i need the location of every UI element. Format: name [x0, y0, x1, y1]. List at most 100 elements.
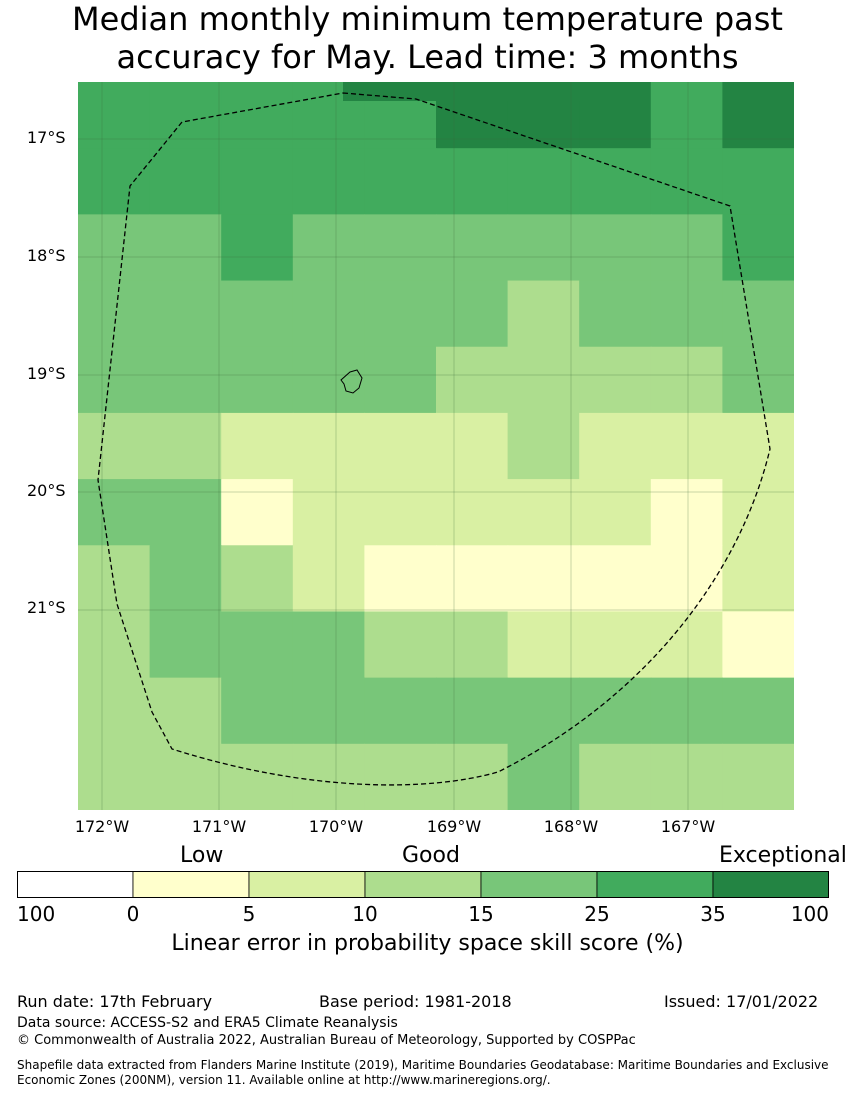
grid-cell: [507, 280, 580, 348]
grid-cell: [650, 611, 723, 679]
grid-cell: [650, 280, 723, 348]
grid-cell: [579, 346, 652, 414]
grid-cell: [221, 82, 294, 149]
lat-label: 17°S: [27, 128, 66, 147]
grid-cell: [722, 346, 794, 414]
colorbar-tick: 100: [17, 902, 56, 926]
grid-cell: [364, 148, 437, 215]
grid-cell: [650, 677, 723, 745]
base-period: Base period: 1981-2018: [319, 992, 512, 1011]
grid-cell: [149, 412, 222, 480]
grid-cell: [149, 346, 222, 414]
grid-cell: [292, 743, 365, 810]
grid-cell: [579, 280, 652, 348]
colorbar-swatch: [712, 871, 829, 898]
grid-cell: [436, 148, 509, 215]
colorbar-tick: 0: [126, 902, 140, 926]
grid-cell: [436, 214, 509, 282]
grid-cell: [507, 479, 580, 546]
colorbar-swatch: [480, 871, 598, 898]
grid-cell: [722, 545, 794, 613]
grid-cell: [364, 214, 437, 282]
grid-cell: [221, 412, 294, 480]
grid-cell: [78, 412, 151, 480]
colorbar-tick: 10: [352, 902, 378, 926]
grid-cell: [722, 677, 794, 745]
grid-cell: [292, 280, 365, 348]
grid-cell: [292, 479, 365, 546]
grid-cell: [579, 677, 652, 745]
grid-cell: [364, 412, 437, 480]
grid-cell: [722, 479, 794, 546]
grid-cell: [292, 412, 365, 480]
grid-cell: [149, 611, 222, 679]
colorbar-tick: 15: [468, 902, 494, 926]
colorbar-swatch: [132, 871, 250, 898]
grid-cell: [507, 412, 580, 480]
grid-cell: [579, 479, 652, 546]
grid-cell: [149, 677, 222, 745]
legend-category-low: Low: [180, 843, 224, 868]
grid-cell: [364, 611, 437, 679]
grid-cell: [650, 743, 723, 810]
grid-cell: [292, 346, 365, 414]
grid-cell: [149, 82, 222, 149]
grid-cell: [436, 545, 509, 613]
grid-cell: [292, 611, 365, 679]
grid-cell: [364, 743, 437, 810]
grid-cell: [507, 611, 580, 679]
grid-cell: [221, 214, 294, 282]
colorbar-swatch: [596, 871, 714, 898]
grid-cell: [149, 280, 222, 348]
grid-cells: [78, 82, 794, 810]
grid-cell-dark-strip: [343, 82, 629, 101]
grid-cell: [579, 214, 652, 282]
grid-cell: [364, 677, 437, 745]
grid-cell: [579, 412, 652, 480]
graticule: [78, 82, 794, 810]
colorbar: [17, 871, 829, 898]
grid-cell: [650, 82, 723, 149]
grid-cell: [722, 148, 794, 215]
grid-cell: [650, 412, 723, 480]
grid-cell: [364, 346, 437, 414]
lat-label: 21°S: [27, 598, 66, 617]
grid-cell: [292, 545, 365, 613]
colorbar-tick: 25: [584, 902, 610, 926]
grid-cell-dark-strip: [727, 82, 794, 101]
grid-cell: [364, 280, 437, 348]
title-line-1: Median monthly minimum temperature past: [72, 0, 783, 38]
island-outline: [340, 369, 363, 394]
colorbar-title: Linear error in probability space skill …: [171, 931, 684, 956]
grid-cell: [149, 545, 222, 613]
lon-label: 172°W: [74, 817, 130, 836]
grid-cell: [149, 214, 222, 282]
lon-label: 169°W: [426, 817, 482, 836]
grid-cell: [221, 346, 294, 414]
grid-cell: [149, 148, 222, 215]
grid-cell: [436, 479, 509, 546]
grid-cell: [364, 479, 437, 546]
grid-cell: [221, 280, 294, 348]
skill-score-map: [78, 82, 794, 810]
grid-cell: [292, 214, 365, 282]
grid-cell: [221, 743, 294, 810]
grid-cell: [221, 148, 294, 215]
grid-cell: [78, 611, 151, 679]
data-source: Data source: ACCESS-S2 and ERA5 Climate …: [17, 1015, 398, 1031]
grid-cell: [436, 677, 509, 745]
lat-label: 20°S: [27, 481, 66, 500]
grid-cell: [221, 611, 294, 679]
grid-cell: [650, 346, 723, 414]
grid-cell: [650, 148, 723, 215]
grid-cell: [650, 214, 723, 282]
grid-cell: [78, 214, 151, 282]
grid-cell: [507, 677, 580, 745]
colorbar-swatch: [364, 871, 482, 898]
grid-cell: [507, 214, 580, 282]
grid-cell: [507, 545, 580, 613]
legend-category-good: Good: [402, 843, 460, 868]
colorbar-tick: 5: [242, 902, 256, 926]
grid-cell: [78, 545, 151, 613]
grid-cell: [650, 545, 723, 613]
